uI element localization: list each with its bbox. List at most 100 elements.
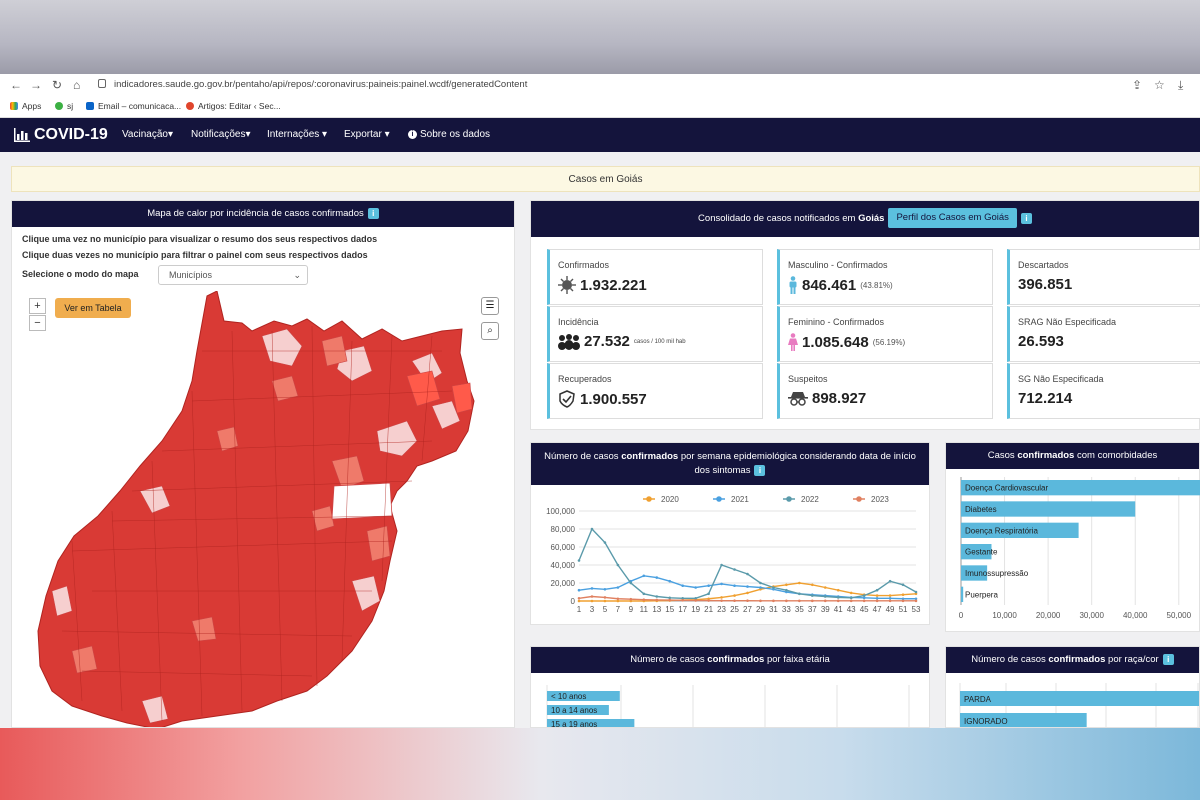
data-point-2021[interactable] <box>772 588 775 591</box>
data-point-2022[interactable] <box>746 572 749 576</box>
choropleth-map[interactable] <box>12 291 515 728</box>
bar-doen-a-cardiovascular[interactable] <box>961 480 1200 496</box>
data-point-2021[interactable] <box>707 584 710 587</box>
data-point-2023[interactable] <box>720 599 723 602</box>
data-point-2022[interactable] <box>603 541 607 544</box>
data-point-2021[interactable] <box>603 588 607 591</box>
bookmark-sj[interactable]: sj <box>55 101 73 111</box>
address-bar[interactable]: indicadores.saude.go.gov.br/pentaho/api/… <box>114 79 528 90</box>
data-point-2021[interactable] <box>577 588 581 592</box>
state-outline[interactable] <box>37 291 475 728</box>
data-point-2023[interactable] <box>655 598 659 602</box>
data-point-2021[interactable] <box>590 587 594 590</box>
data-point-2020[interactable] <box>720 596 723 599</box>
data-point-2020[interactable] <box>759 588 762 591</box>
bookmark-artigos[interactable]: Artigos: Editar ‹ Sec... <box>186 101 281 111</box>
data-point-2022[interactable] <box>681 597 684 600</box>
data-point-2022[interactable] <box>901 583 905 587</box>
data-point-2023[interactable] <box>823 599 827 603</box>
comorbidities-bar-chart[interactable]: 0 10,000 20,000 30,000 40,000 50,000 Doença Ca… <box>946 473 1200 631</box>
data-point-2023[interactable] <box>590 595 594 598</box>
data-point-2022[interactable] <box>616 563 620 567</box>
data-point-2022[interactable] <box>590 527 594 531</box>
data-point-2022[interactable] <box>849 596 853 600</box>
zoom-out-button[interactable]: − <box>29 315 46 331</box>
bar-diabetes[interactable] <box>961 501 1136 517</box>
data-point-2022[interactable] <box>759 581 762 585</box>
data-point-2022[interactable] <box>785 588 788 592</box>
data-point-2021[interactable] <box>720 582 723 586</box>
data-point-2023[interactable] <box>616 597 620 601</box>
data-point-2020[interactable] <box>901 593 905 596</box>
bar-age-group[interactable] <box>547 691 620 701</box>
data-point-2022[interactable] <box>720 563 723 567</box>
data-point-2022[interactable] <box>823 595 827 598</box>
view-table-button[interactable]: Ver em Tabela <box>55 298 131 318</box>
data-point-2023[interactable] <box>849 599 853 603</box>
data-point-2022[interactable] <box>914 590 918 594</box>
data-point-2021[interactable] <box>655 576 659 579</box>
data-point-2022[interactable] <box>577 559 581 562</box>
data-point-2022[interactable] <box>836 596 840 599</box>
data-point-2020[interactable] <box>590 599 594 603</box>
bar-gestante[interactable] <box>961 544 992 560</box>
data-point-2020[interactable] <box>785 583 788 587</box>
legend-item-2021[interactable]: 2021 <box>713 495 749 504</box>
data-point-2020[interactable] <box>914 592 918 596</box>
data-point-2023[interactable] <box>642 598 646 601</box>
data-point-2021[interactable] <box>759 586 762 589</box>
share-icon[interactable]: ⇪ <box>1132 78 1143 92</box>
data-point-2022[interactable] <box>772 586 775 589</box>
map-mode-select[interactable]: Municípios ⌄ <box>158 265 308 285</box>
bar-race-group[interactable] <box>960 691 1199 706</box>
data-point-2021[interactable] <box>681 584 684 587</box>
data-point-2022[interactable] <box>655 595 659 598</box>
bar-age-group[interactable] <box>547 719 635 728</box>
data-point-2021[interactable] <box>733 584 736 587</box>
federal-district[interactable] <box>331 482 393 520</box>
data-point-2020[interactable] <box>798 581 801 585</box>
data-point-2023[interactable] <box>914 599 918 603</box>
data-point-2022[interactable] <box>694 597 697 600</box>
menu-sobre[interactable]: i Sobre os dados <box>408 129 490 140</box>
data-point-2023[interactable] <box>862 599 866 603</box>
menu-exportar[interactable]: Exportar ▾ <box>344 129 390 140</box>
data-point-2023[interactable] <box>798 599 801 603</box>
bookmark-apps[interactable]: Apps <box>10 101 41 111</box>
bookmark-email[interactable]: Email – comunicaca... <box>86 101 181 111</box>
bar-age-group[interactable] <box>547 705 609 715</box>
data-point-2021[interactable] <box>746 585 749 588</box>
data-point-2023[interactable] <box>836 599 840 603</box>
data-point-2021[interactable] <box>901 597 905 601</box>
case-profile-button[interactable]: Perfil dos Casos em Goiás <box>888 208 1017 229</box>
info-icon[interactable]: i <box>367 207 379 219</box>
data-point-2023[interactable] <box>603 596 607 599</box>
data-point-2021[interactable] <box>875 597 879 600</box>
legend-item-2020[interactable]: 2020 <box>643 495 679 504</box>
data-point-2021[interactable] <box>668 579 672 583</box>
race-bar-chart[interactable]: PARDA IGNORADO <box>946 677 1200 728</box>
reload-icon[interactable]: ↻ <box>52 78 63 92</box>
data-point-2023[interactable] <box>694 599 697 602</box>
lock-icon[interactable] <box>98 79 106 88</box>
menu-vacinacao[interactable]: Vacinação▾ <box>122 129 173 140</box>
data-point-2020[interactable] <box>836 588 840 592</box>
download-icon[interactable]: ⤓ <box>1178 78 1184 92</box>
legend-item-2023[interactable]: 2023 <box>853 495 889 504</box>
data-point-2022[interactable] <box>875 588 879 592</box>
data-point-2023[interactable] <box>759 599 762 603</box>
back-icon[interactable]: ← <box>10 78 22 92</box>
home-icon[interactable]: ⌂ <box>73 78 81 92</box>
layers-icon[interactable]: ☰ <box>481 297 499 315</box>
data-point-2020[interactable] <box>849 591 853 595</box>
data-point-2023[interactable] <box>901 599 905 603</box>
data-point-2020[interactable] <box>823 586 827 589</box>
data-point-2022[interactable] <box>888 579 892 583</box>
data-point-2020[interactable] <box>888 594 892 597</box>
data-point-2023[interactable] <box>733 599 736 603</box>
legend-item-2022[interactable]: 2022 <box>783 495 819 504</box>
menu-notificacoes[interactable]: Notificações▾ <box>191 129 251 140</box>
data-point-2023[interactable] <box>668 598 672 602</box>
data-point-2023[interactable] <box>772 599 775 603</box>
data-point-2023[interactable] <box>785 599 788 603</box>
